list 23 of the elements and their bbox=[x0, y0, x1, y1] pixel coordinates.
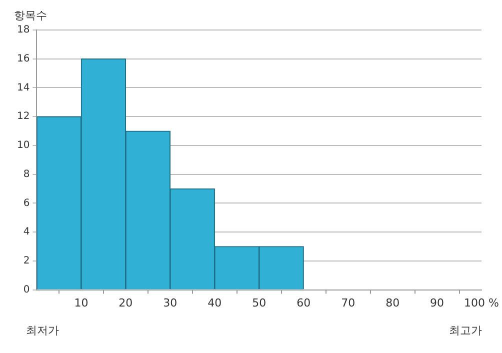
text: 최고가 bbox=[449, 323, 482, 338]
x-tick-label: 20 bbox=[118, 296, 133, 310]
y-tick-label: 12 bbox=[16, 111, 30, 122]
y-tick-label: 6 bbox=[23, 198, 30, 209]
x-tick-label: 50 bbox=[252, 296, 266, 310]
y-tick-label: 0 bbox=[23, 284, 30, 296]
y-tick-label: 2 bbox=[23, 256, 30, 267]
x-tick-label: 70 bbox=[341, 296, 356, 310]
x-tick-label: 10 bbox=[74, 296, 88, 310]
y-tick-label: 14 bbox=[16, 82, 30, 94]
y-tick-label: 16 bbox=[16, 53, 30, 64]
x-tick-label: 30 bbox=[163, 296, 178, 310]
y-tick-label: 10 bbox=[16, 140, 30, 152]
y-tick-label: 18 bbox=[16, 24, 30, 36]
x-tick-label: 90 bbox=[430, 296, 444, 310]
y-tick-label: 4 bbox=[23, 226, 30, 238]
x-tick-label: 60 bbox=[296, 296, 311, 310]
y-axis-title: 항목수 bbox=[14, 8, 47, 23]
x-tick-label: 40 bbox=[208, 296, 222, 310]
y-tick-label: 8 bbox=[23, 168, 30, 180]
x-tick-label: 100 % bbox=[464, 296, 500, 310]
text: 최저가 bbox=[26, 323, 59, 338]
x-tick-label: 80 bbox=[386, 296, 400, 310]
